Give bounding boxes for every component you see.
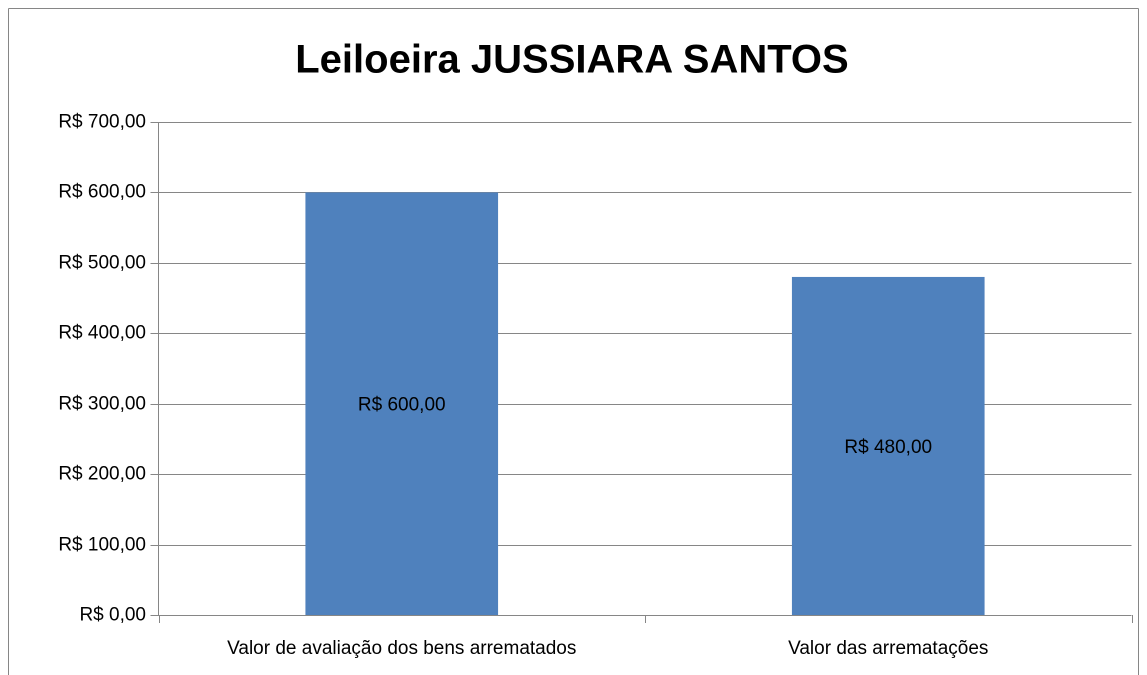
x-tick-label: Valor das arrematações bbox=[788, 638, 988, 659]
data-label: R$ 480,00 bbox=[844, 437, 932, 458]
y-tick-label: R$ 600,00 bbox=[58, 182, 146, 203]
y-tick-label: R$ 700,00 bbox=[58, 112, 146, 133]
bar bbox=[791, 276, 985, 615]
y-tick-label: R$ 0,00 bbox=[79, 605, 146, 626]
data-label: R$ 600,00 bbox=[358, 395, 446, 416]
chart-title: Leiloeira JUSSIARA SANTOS bbox=[295, 38, 848, 82]
y-tick-label: R$ 400,00 bbox=[58, 323, 146, 344]
y-tick-label: R$ 200,00 bbox=[58, 464, 146, 485]
x-tick-label: Valor de avaliação dos bens arrematados bbox=[227, 638, 576, 659]
y-tick-label: R$ 500,00 bbox=[58, 253, 146, 274]
y-tick-label: R$ 300,00 bbox=[58, 394, 146, 415]
bar bbox=[305, 192, 499, 615]
y-tick-label: R$ 100,00 bbox=[58, 535, 146, 556]
